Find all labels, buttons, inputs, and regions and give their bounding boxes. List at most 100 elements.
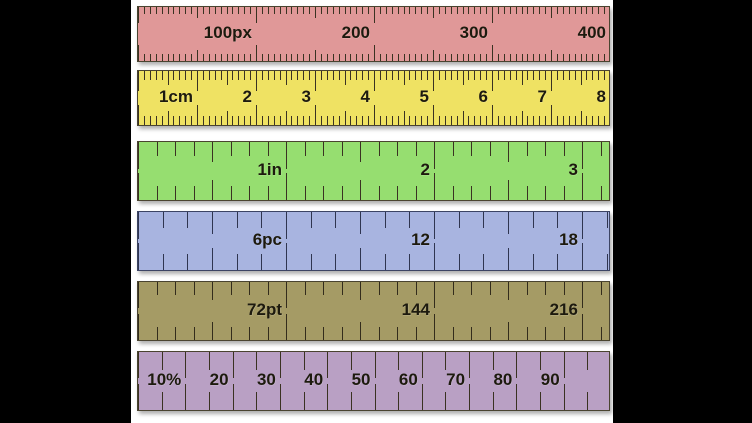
ruler-tick bbox=[250, 116, 252, 125]
ruler-tick bbox=[303, 392, 305, 410]
ruler-tick bbox=[149, 116, 151, 125]
ruler-tick bbox=[409, 116, 411, 125]
ruler-tick bbox=[374, 7, 375, 23]
ruler-tick bbox=[256, 105, 257, 125]
ruler-tick bbox=[320, 71, 322, 80]
ruler-tick bbox=[497, 71, 499, 80]
ruler-label: 1in bbox=[257, 160, 282, 179]
ruler-tick bbox=[341, 142, 343, 156]
ruler-tick bbox=[409, 212, 411, 228]
ruler-tick bbox=[515, 116, 517, 125]
ruler-tick bbox=[161, 116, 163, 125]
ruler-tick bbox=[415, 282, 417, 295]
ruler-tick bbox=[197, 7, 198, 18]
ruler-tick bbox=[149, 7, 151, 14]
ruler-tick bbox=[315, 71, 316, 91]
ruler-tick bbox=[574, 116, 576, 125]
ruler-tick bbox=[415, 54, 417, 61]
ruler-label: 60 bbox=[398, 370, 418, 389]
ruler-face: 100px 200 300 400 bbox=[138, 7, 609, 61]
ruler-tick bbox=[574, 7, 576, 14]
ruler-tick bbox=[433, 50, 434, 61]
ruler-tick bbox=[471, 327, 472, 340]
ruler-tick bbox=[378, 142, 380, 156]
ruler-tick bbox=[606, 212, 608, 228]
ruler-tick bbox=[574, 54, 576, 61]
ruler-tick bbox=[267, 186, 269, 200]
ruler-tick bbox=[320, 54, 322, 61]
ruler-tick bbox=[532, 254, 534, 270]
ruler-tick bbox=[489, 186, 491, 200]
ruler-label: 100px bbox=[203, 23, 252, 42]
ruler-tick bbox=[503, 71, 505, 80]
ruler-tick bbox=[230, 327, 232, 340]
ruler-tick bbox=[434, 314, 435, 340]
ruler-tick bbox=[503, 116, 505, 125]
ruler-label: 2 bbox=[420, 160, 430, 179]
ruler-tick bbox=[415, 186, 417, 200]
ruler-tick bbox=[344, 7, 346, 14]
ruler-tick bbox=[545, 71, 547, 80]
ruler-tick bbox=[156, 186, 158, 200]
ruler-tick bbox=[545, 186, 546, 200]
ruler-tick bbox=[143, 116, 145, 125]
ruler-tick bbox=[323, 142, 324, 156]
ruler-tick bbox=[244, 116, 246, 125]
ruler-tick bbox=[179, 116, 181, 125]
ruler-tick bbox=[582, 314, 583, 340]
ruler-tick bbox=[212, 322, 213, 340]
ruler-tick bbox=[267, 142, 269, 156]
ruler-tick bbox=[350, 352, 352, 370]
ruler-tick bbox=[598, 116, 600, 125]
ruler-tick bbox=[156, 142, 158, 156]
ruler-label: 7 bbox=[537, 87, 547, 106]
ruler-tick bbox=[462, 7, 464, 14]
ruler-tick bbox=[497, 7, 499, 14]
ruler-tick bbox=[323, 282, 324, 295]
ruler-tick bbox=[138, 105, 139, 125]
ruler-tick bbox=[469, 352, 471, 378]
ruler-label: 5 bbox=[419, 87, 429, 106]
ruler-tick bbox=[167, 71, 169, 85]
ruler-tick bbox=[297, 116, 299, 125]
ruler-tick bbox=[378, 327, 380, 340]
ruler-tick bbox=[587, 352, 589, 370]
ruler-tick bbox=[179, 54, 181, 61]
ruler-tick bbox=[452, 186, 454, 200]
ruler-tick bbox=[138, 352, 139, 378]
ruler-tick bbox=[489, 327, 491, 340]
ruler-tick bbox=[175, 142, 176, 156]
ruler-tick bbox=[415, 7, 417, 14]
ruler-tick bbox=[374, 105, 375, 125]
ruler-tick bbox=[232, 384, 234, 410]
ruler-tick bbox=[309, 54, 311, 61]
ruler-tick bbox=[562, 71, 564, 80]
ruler-tick bbox=[527, 116, 529, 125]
ruler-tick bbox=[187, 254, 189, 270]
ruler-label: 40 bbox=[304, 370, 324, 389]
ruler-tick bbox=[360, 142, 361, 162]
ruler-tick bbox=[220, 71, 222, 80]
ruler-tick bbox=[562, 116, 564, 125]
ruler-label: 144 bbox=[401, 300, 430, 319]
ruler-tick bbox=[427, 7, 429, 14]
ruler-tick bbox=[309, 116, 311, 125]
ruler-tick bbox=[486, 71, 488, 80]
ruler-tick bbox=[604, 7, 606, 14]
ruler-tick bbox=[179, 71, 181, 80]
ruler-tick bbox=[598, 71, 600, 80]
ruler-label: 3 bbox=[568, 160, 578, 179]
ruler-tick bbox=[434, 282, 435, 308]
ruler-tick bbox=[350, 71, 352, 80]
ruler-tick bbox=[286, 314, 287, 340]
ruler-tick bbox=[338, 7, 340, 14]
ruler-tick bbox=[384, 212, 386, 228]
ruler-tick bbox=[409, 7, 411, 14]
ruler-tick bbox=[508, 282, 509, 300]
ruler-tick bbox=[310, 254, 312, 270]
ruler-tick bbox=[232, 116, 234, 125]
ruler-tick bbox=[527, 54, 529, 61]
ruler-tick bbox=[557, 254, 559, 270]
ruler-tick bbox=[586, 54, 588, 61]
ruler-tick bbox=[335, 212, 337, 228]
